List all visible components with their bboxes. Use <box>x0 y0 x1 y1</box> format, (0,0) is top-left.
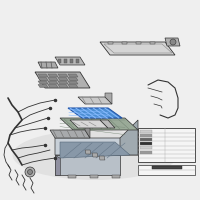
Polygon shape <box>100 42 175 55</box>
Bar <box>140 142 152 145</box>
Bar <box>152 166 182 169</box>
Polygon shape <box>58 74 68 77</box>
Polygon shape <box>55 138 138 155</box>
Polygon shape <box>68 84 78 88</box>
Polygon shape <box>105 93 112 104</box>
Polygon shape <box>138 165 195 175</box>
Polygon shape <box>120 120 138 155</box>
Polygon shape <box>68 175 76 178</box>
Polygon shape <box>70 59 73 63</box>
Polygon shape <box>99 156 105 160</box>
Polygon shape <box>122 42 127 44</box>
Polygon shape <box>108 42 113 44</box>
Polygon shape <box>70 120 108 128</box>
Polygon shape <box>58 84 68 88</box>
Polygon shape <box>38 84 48 88</box>
Bar <box>140 150 152 154</box>
Polygon shape <box>38 81 48 84</box>
Ellipse shape <box>12 130 178 180</box>
Polygon shape <box>58 81 68 84</box>
Bar <box>140 130 152 132</box>
Polygon shape <box>38 62 58 68</box>
Polygon shape <box>48 77 58 80</box>
Bar <box>140 138 152 141</box>
Polygon shape <box>138 128 195 162</box>
Polygon shape <box>48 84 58 88</box>
Polygon shape <box>165 38 180 46</box>
Polygon shape <box>58 77 68 80</box>
Polygon shape <box>90 175 98 178</box>
Polygon shape <box>85 150 91 154</box>
Polygon shape <box>68 108 122 118</box>
Bar <box>140 146 152 149</box>
Polygon shape <box>100 120 115 128</box>
Polygon shape <box>58 59 61 63</box>
Polygon shape <box>64 59 67 63</box>
Polygon shape <box>55 155 60 175</box>
Polygon shape <box>60 118 138 130</box>
Polygon shape <box>76 59 79 63</box>
Polygon shape <box>68 74 78 77</box>
Polygon shape <box>78 97 112 104</box>
Polygon shape <box>60 142 130 158</box>
Polygon shape <box>55 57 85 65</box>
Polygon shape <box>136 42 141 44</box>
Polygon shape <box>38 74 48 77</box>
Polygon shape <box>150 42 155 44</box>
Circle shape <box>25 167 35 177</box>
Bar <box>140 134 152 137</box>
Polygon shape <box>48 81 58 84</box>
Circle shape <box>170 39 176 45</box>
Polygon shape <box>55 155 120 175</box>
Polygon shape <box>35 72 90 88</box>
Polygon shape <box>112 175 120 178</box>
Polygon shape <box>92 153 98 157</box>
Polygon shape <box>50 130 90 138</box>
Polygon shape <box>68 81 78 84</box>
Polygon shape <box>48 74 58 77</box>
Circle shape <box>28 170 32 174</box>
Polygon shape <box>38 77 48 80</box>
Polygon shape <box>68 77 78 80</box>
Polygon shape <box>85 125 90 138</box>
